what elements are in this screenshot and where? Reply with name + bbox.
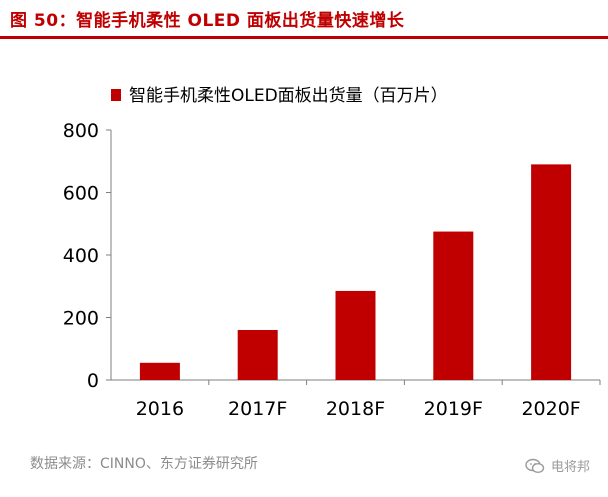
title-rule bbox=[0, 36, 608, 39]
x-tick-label: 2017F bbox=[228, 398, 287, 420]
y-tick-label: 400 bbox=[63, 245, 99, 267]
data-source: 数据来源：CINNO、东方证券研究所 bbox=[30, 456, 258, 472]
legend-label: 智能手机柔性OLED面板出货量（百万片） bbox=[129, 86, 448, 106]
x-tick-label: 2018F bbox=[326, 398, 385, 420]
bar-2017F bbox=[237, 330, 278, 380]
chart-legend: 智能手机柔性OLED面板出货量（百万片） bbox=[111, 86, 448, 106]
watermark: 电将邦 bbox=[525, 456, 590, 475]
x-tick-label: 2016 bbox=[136, 398, 184, 420]
wechat-icon bbox=[525, 458, 545, 474]
bar-2018F bbox=[335, 290, 376, 380]
y-tick-label: 0 bbox=[87, 370, 99, 392]
bar-2020F bbox=[531, 164, 572, 380]
watermark-label: 电将邦 bbox=[550, 460, 590, 475]
y-tick-label: 600 bbox=[63, 183, 99, 205]
y-tick-label: 800 bbox=[63, 120, 99, 142]
chart-tick-labels: 0 200 400 600 800 2016 2017F 2018F 2019F 2020F bbox=[63, 120, 581, 420]
bar-2019F bbox=[433, 231, 474, 380]
x-tick-label: 2019F bbox=[424, 398, 483, 420]
y-tick-label: 200 bbox=[63, 308, 99, 330]
chart-bars bbox=[139, 164, 572, 380]
legend-swatch bbox=[111, 89, 121, 101]
x-tick-label: 2020F bbox=[521, 398, 580, 420]
bar-2016 bbox=[139, 362, 180, 380]
figure-title: 图 50：智能手机柔性 OLED 面板出货量快速增长 bbox=[10, 11, 405, 31]
